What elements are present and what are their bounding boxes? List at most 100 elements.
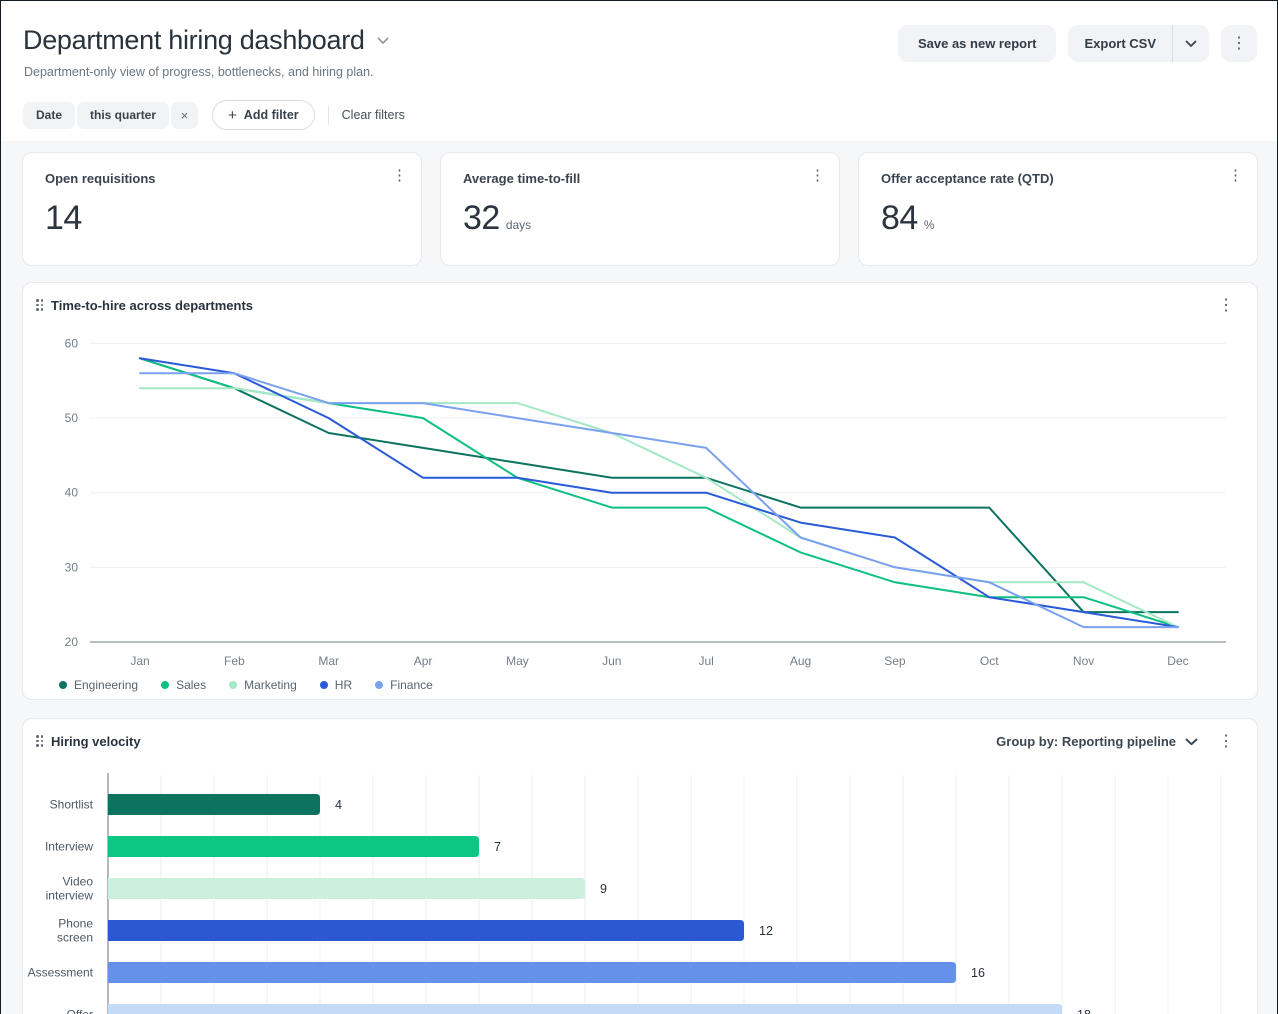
y-axis-tick-label: 20 (65, 635, 79, 649)
bar-chart-kebab-menu-button[interactable]: ⋮ (1212, 727, 1240, 755)
filter-chip-value[interactable]: this quarter (77, 101, 170, 129)
filter-chip-remove-button[interactable]: × (171, 101, 199, 129)
legend-dot (59, 681, 67, 689)
kpi-unit: % (923, 218, 935, 232)
header: Department hiring dashboard Department-o… (1, 1, 1277, 141)
legend-label: Engineering (74, 678, 139, 692)
kpi-kebab-menu-button[interactable]: ⋮ (392, 167, 407, 184)
bar-value-label: 18 (1077, 1008, 1091, 1014)
legend-dot (229, 681, 238, 689)
group-by-label: Group by: Reporting pipeline (996, 733, 1176, 749)
x-axis-tick-label: Aug (790, 654, 811, 668)
kpi-kebab-menu-button[interactable]: ⋮ (1228, 167, 1243, 184)
kpi-value: 14 (45, 199, 82, 237)
time-to-hire-line-chart: 60 50 40 30 20 Jan Feb Mar Apr May Jun Jul Aug Sep Oct… (65, 336, 1226, 668)
drag-handle-icon[interactable] (36, 735, 43, 747)
line-chart-title: Time-to-hire across departments (51, 297, 254, 313)
legend-dot (375, 681, 384, 689)
kpi-kebab-menu-button[interactable]: ⋮ (810, 167, 825, 184)
filter-bar: Date this quarter × + Add filter Clear f… (23, 100, 405, 130)
bar-value-label: 7 (494, 840, 501, 854)
export-button-divider (1172, 25, 1173, 62)
line-series-engineering (139, 357, 1179, 614)
bar-category-label: Phone screen (57, 917, 93, 945)
kpi-label: Open requisitions (45, 171, 156, 186)
bar-value-label: 4 (335, 798, 342, 812)
bar-category-label: Offer (67, 1008, 93, 1014)
legend-label: Finance (390, 678, 433, 692)
kpi-card-offer-acceptance-rate: Offer acceptance rate (QTD) ⋮ 84 % (858, 152, 1258, 266)
bar-value-label: 12 (759, 924, 773, 938)
kpi-value: 84 (881, 199, 918, 237)
x-axis-tick-label: Sep (884, 654, 906, 668)
bar-video-interview (108, 878, 585, 899)
legend-label: Sales (176, 678, 207, 692)
kpi-unit: days (505, 218, 532, 232)
export-csv-button[interactable]: Export CSV (1068, 25, 1172, 62)
line-series-marketing (139, 387, 1179, 629)
line-chart-legend: Engineering Sales Marketing HR Finance (59, 678, 433, 692)
bar-category-label: Video interview (46, 875, 94, 903)
add-filter-button[interactable]: + Add filter (212, 100, 315, 130)
x-axis-tick-label: Nov (1073, 654, 1094, 668)
page-subtitle: Department-only view of progress, bottle… (24, 65, 374, 79)
bar-shortlist (108, 794, 320, 815)
y-axis-tick-label: 30 (65, 560, 79, 574)
line-chart-kebab-menu-button[interactable]: ⋮ (1212, 291, 1240, 319)
bar-phone-screen (108, 920, 744, 941)
x-axis-tick-label: Feb (224, 654, 245, 668)
legend-dot (319, 681, 328, 689)
y-axis-tick-label: 50 (65, 411, 79, 425)
filter-divider (327, 105, 329, 125)
legend-label: Marketing (244, 678, 297, 692)
kpi-label: Offer acceptance rate (QTD) (881, 171, 1054, 186)
y-axis-tick-label: 60 (65, 336, 79, 350)
bar-interview (108, 836, 479, 857)
page-title: Department hiring dashboard (23, 25, 365, 55)
bar-category-label: Shortlist (50, 798, 94, 812)
clear-filters-button[interactable]: Clear filters (341, 108, 405, 122)
kpi-card-average-time-to-fill: Average time-to-fill ⋮ 32 days (440, 152, 840, 266)
bar-offer (108, 1004, 1062, 1014)
kpi-card-open-requisitions: Open requisitions ⋮ 14 (22, 152, 422, 266)
plus-icon: + (228, 106, 237, 124)
bar-assessment (108, 962, 956, 983)
chevron-down-icon (1185, 734, 1198, 749)
legend-item-engineering[interactable]: Engineering (59, 678, 138, 692)
x-axis-tick-label: May (506, 654, 529, 668)
title-chevron-icon[interactable] (377, 37, 389, 45)
bar-chart-card: Hiring velocity Group by: Reporting pipe… (22, 718, 1258, 1014)
add-filter-label: Add filter (243, 108, 299, 122)
export-options-chevron-icon[interactable] (1173, 25, 1209, 62)
x-axis-tick-label: Dec (1167, 654, 1188, 668)
x-axis-tick-label: Jan (130, 654, 149, 668)
bar-category-label: Interview (45, 840, 93, 854)
kpi-label: Average time-to-fill (463, 171, 581, 186)
header-kebab-menu-button[interactable]: ⋮ (1221, 25, 1257, 62)
legend-item-hr[interactable]: HR (319, 678, 353, 692)
y-axis-tick-label: 40 (65, 486, 79, 500)
legend-item-finance[interactable]: Finance (375, 678, 433, 692)
legend-item-sales[interactable]: Sales (161, 678, 206, 692)
save-as-new-report-button[interactable]: Save as new report (897, 25, 1057, 62)
export-split-button: Export CSV (1068, 25, 1209, 62)
group-by-dropdown[interactable]: Group by: Reporting pipeline (996, 734, 1198, 749)
x-axis-tick-label: Oct (980, 654, 999, 668)
hiring-velocity-bar-chart: Shortlist 4 Interview 7 Video interview 9 Phone… (28, 773, 1222, 1014)
x-axis-tick-label: Jul (698, 654, 713, 668)
kpi-value: 32 (463, 199, 500, 237)
legend-dot (161, 681, 170, 689)
x-axis-tick-label: Mar (318, 654, 339, 668)
line-chart-card: Time-to-hire across departments ⋮ 60 50 40… (22, 282, 1258, 700)
filter-chip-field[interactable]: Date (23, 101, 76, 129)
bar-value-label: 16 (971, 966, 985, 980)
line-series-hr (139, 357, 1179, 629)
bar-value-label: 9 (600, 882, 607, 896)
legend-label: HR (334, 678, 353, 692)
legend-item-marketing[interactable]: Marketing (229, 678, 297, 692)
bar-chart-title: Hiring velocity (51, 733, 141, 749)
bar-category-label: Assessment (28, 966, 94, 980)
x-axis-tick-label: Jun (602, 654, 621, 668)
drag-handle-icon[interactable] (36, 299, 43, 311)
